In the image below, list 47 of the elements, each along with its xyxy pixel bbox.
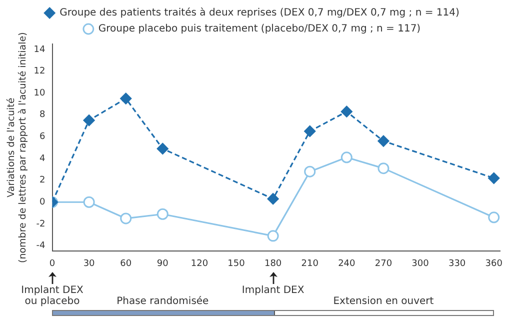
y-tick-label: 4: [40, 154, 46, 164]
x-tick-label: 120: [190, 258, 208, 269]
text: Phase randomisée: [116, 296, 209, 307]
point: [120, 92, 132, 104]
x-tick-label: 270: [374, 258, 392, 269]
x-tick-label: 30: [83, 258, 96, 269]
point: [304, 125, 316, 137]
y-tick-label: 6: [40, 132, 46, 142]
y-tick-label: 14: [34, 44, 46, 55]
x-tick-label: 330: [448, 258, 466, 269]
legend-label: Groupe placebo puis traitement (placebo/DEX 0,7 mg ; n = 117): [98, 24, 421, 35]
point: [304, 166, 316, 178]
point: [156, 208, 168, 220]
y-tick-label: 2: [40, 176, 46, 186]
point: [120, 212, 132, 224]
x-tick-label: 240: [338, 258, 356, 269]
point: [488, 172, 500, 184]
point: [340, 152, 352, 164]
y-tick-label: 0: [40, 197, 46, 208]
y-tick-label: -4: [36, 241, 46, 252]
point: [83, 196, 95, 208]
legend-label: Groupe des patients traités à deux reprises (DEX 0,7 mg/DEX 0,7 mg ; n = 114): [60, 8, 460, 19]
text: (nombre de lettres par rapport à l'acuité initiale): [18, 32, 29, 264]
text: Extension en ouvert: [333, 296, 434, 307]
x-tick-label: 60: [120, 258, 132, 269]
point: [156, 142, 168, 154]
x-tick-label: 90: [156, 258, 169, 269]
point: [83, 114, 95, 126]
text: Implant DEX ou placebo: [21, 284, 84, 307]
point: [378, 135, 390, 147]
x-tick-label: 150: [228, 258, 246, 269]
point: [267, 193, 279, 205]
y-tick-label: 12: [34, 66, 46, 77]
text: Variations de l'acuité: [6, 98, 18, 198]
x-tick-label: 0: [49, 258, 56, 269]
point: [267, 230, 279, 242]
point: [378, 162, 390, 174]
text: Implant DEX: [242, 284, 304, 296]
x-tick-label: 360: [485, 258, 503, 269]
y-tick-label: 10: [34, 88, 46, 98]
x-tick-label: 210: [301, 258, 319, 269]
point: [488, 212, 500, 224]
y-tick-label: -2: [36, 219, 46, 230]
x-tick-label: 180: [264, 258, 282, 269]
x-tick-label: 300: [412, 258, 430, 269]
point: [340, 106, 352, 118]
y-tick-label: 8: [40, 110, 46, 120]
